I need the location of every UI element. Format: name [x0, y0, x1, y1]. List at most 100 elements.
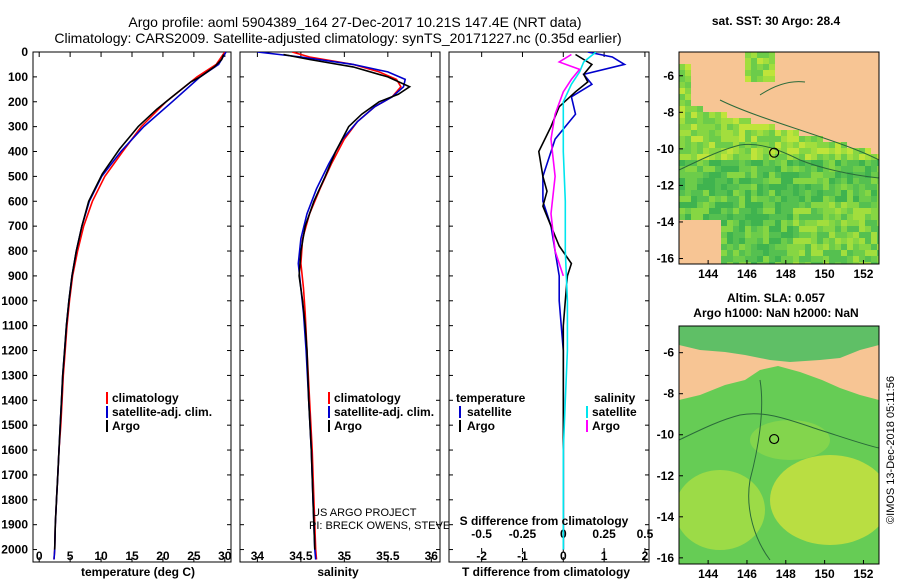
sst-cell: [703, 136, 709, 142]
sst-cell: [775, 196, 781, 202]
sst-cell: [841, 226, 847, 232]
sst-cell: [793, 142, 799, 148]
sst-cell: [871, 238, 877, 244]
sla-high-region: [679, 470, 765, 550]
sst-cell: [769, 214, 775, 220]
sst-cell: [775, 190, 781, 196]
sst-cell: [727, 160, 733, 166]
sst-cell: [751, 76, 757, 82]
sst-cell: [697, 184, 703, 190]
depth-tick-label: 1300: [1, 368, 28, 382]
sst-cell: [847, 244, 853, 250]
sst-cell: [751, 220, 757, 226]
sst-cell: [703, 184, 709, 190]
sst-cell: [751, 250, 757, 256]
depth-tick-label: 1800: [1, 493, 28, 507]
sst-cell: [847, 160, 853, 166]
sst-cell: [697, 172, 703, 178]
sst-cell: [829, 172, 835, 178]
sst-cell: [859, 262, 865, 264]
x-tick-label: 5: [67, 549, 74, 563]
sst-cell: [793, 214, 799, 220]
sst-cell: [727, 244, 733, 250]
sst-cell: [823, 262, 829, 264]
sst-cell: [691, 142, 697, 148]
sst-cell: [841, 160, 847, 166]
sst-cell: [745, 190, 751, 196]
sst-cell: [679, 202, 685, 208]
sst-cell: [769, 166, 775, 172]
sst-cell: [691, 202, 697, 208]
sst-cell: [685, 178, 691, 184]
sst-cell: [727, 232, 733, 238]
sst-cell: [685, 94, 691, 100]
title-line-1: Argo profile: aoml 5904389_164 27-Dec-20…: [128, 14, 581, 30]
sst-cell: [685, 70, 691, 76]
sst-cell: [805, 190, 811, 196]
sst-cell: [685, 142, 691, 148]
sst-cell: [697, 190, 703, 196]
sst-cell: [877, 232, 879, 238]
sst-cell: [811, 220, 817, 226]
sst-cell: [697, 154, 703, 160]
sla-mid-region: [750, 420, 830, 460]
sst-cell: [775, 220, 781, 226]
sst-cell: [733, 220, 739, 226]
sst-cell: [829, 262, 835, 264]
sst-cell: [823, 208, 829, 214]
sst-cell: [847, 208, 853, 214]
sst-cell: [835, 226, 841, 232]
sst-cell: [865, 250, 871, 256]
sst-cell: [781, 226, 787, 232]
sst-cell: [739, 166, 745, 172]
sst-cell: [763, 178, 769, 184]
sst-cell: [709, 130, 715, 136]
sst-cell: [865, 208, 871, 214]
sst-cell: [733, 202, 739, 208]
sst-cell: [703, 148, 709, 154]
sst-cell: [859, 154, 865, 160]
x-tick-label: 1: [601, 549, 608, 563]
sst-cell: [763, 124, 769, 130]
sst-cell: [727, 154, 733, 160]
sst-cell: [865, 256, 871, 262]
sst-cell: [805, 208, 811, 214]
depth-tick-label: 2000: [1, 543, 28, 557]
sst-cell: [793, 250, 799, 256]
map-y-tick-label: -12: [657, 469, 675, 483]
sst-cell: [775, 166, 781, 172]
sst-cell: [775, 226, 781, 232]
sst-cell: [751, 124, 757, 130]
difference-panel: -2 -1 0 1 2-0.5 -0.25 0 0.25 0.5 T difference fr…: [448, 51, 654, 579]
sst-cell: [685, 112, 691, 118]
sst-cell: [685, 214, 691, 220]
sst-cell: [691, 112, 697, 118]
sst-cell: [751, 232, 757, 238]
sst-cell: [763, 166, 769, 172]
sst-cell: [697, 148, 703, 154]
series-argo: [53, 54, 225, 550]
sst-cell: [751, 196, 757, 202]
sst-cell: [739, 220, 745, 226]
sst-cell: [799, 208, 805, 214]
sst-cell: [745, 130, 751, 136]
sst-cell: [799, 142, 805, 148]
legend-argo: Argo: [334, 419, 362, 433]
sst-cell: [799, 232, 805, 238]
sst-cell: [793, 208, 799, 214]
sst-cell: [871, 184, 877, 190]
map-x-tick-label: 148: [776, 567, 796, 580]
sst-cell: [853, 238, 859, 244]
sst-cell: [697, 112, 703, 118]
sst-cell: [757, 124, 763, 130]
sst-cell: [769, 142, 775, 148]
sst-cell: [691, 130, 697, 136]
sst-cell: [793, 148, 799, 154]
depth-tick-label: 400: [8, 145, 28, 159]
x-tick-label: 0: [560, 549, 567, 563]
sst-cell: [697, 130, 703, 136]
sst-cell: [841, 178, 847, 184]
sst-cell: [733, 148, 739, 154]
legend-satellite: satellite-adj. clim.: [112, 405, 212, 419]
sst-cell: [751, 148, 757, 154]
